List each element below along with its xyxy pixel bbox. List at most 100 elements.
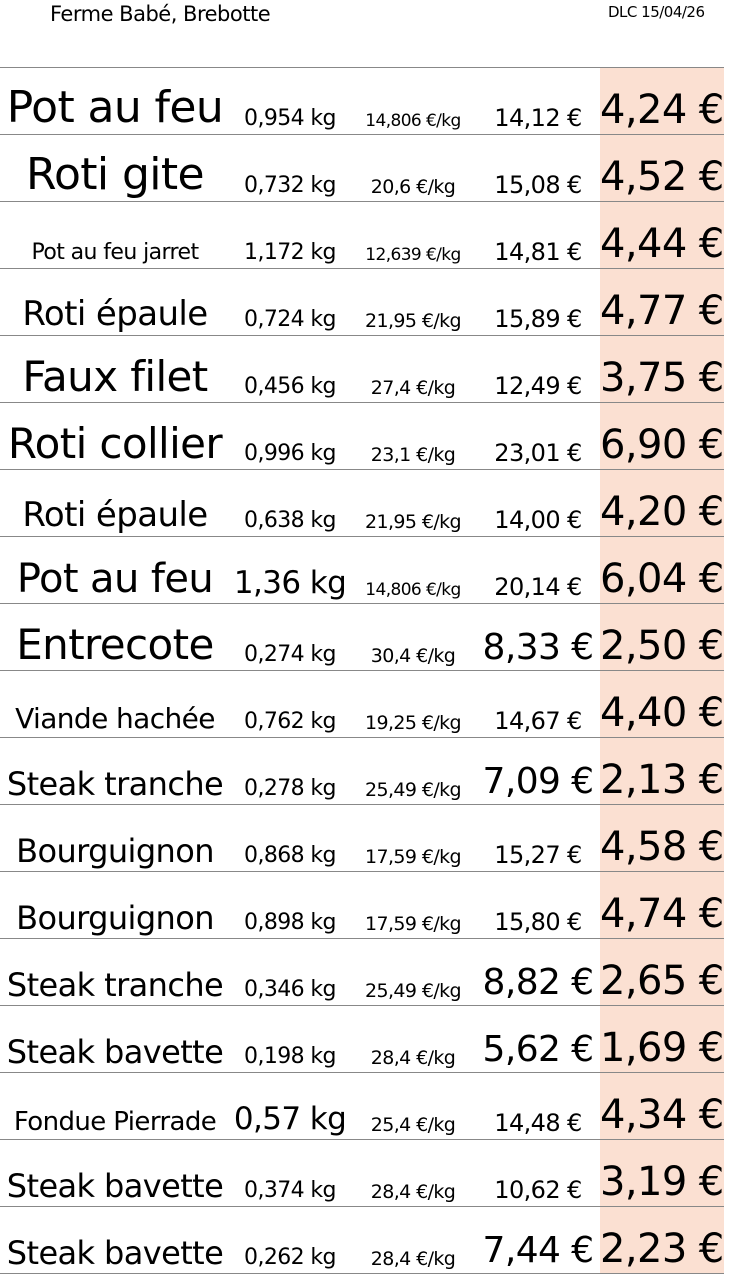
final-price: 4,20 € xyxy=(600,489,724,535)
final-price: 4,74 € xyxy=(600,891,724,937)
weight: 0,638 kg xyxy=(244,508,336,533)
weight: 0,762 kg xyxy=(244,709,336,734)
final-price: 4,34 € xyxy=(600,1092,724,1138)
weight: 1,172 kg xyxy=(244,240,336,265)
weight: 0,346 kg xyxy=(244,977,336,1002)
product-name: Pot au feu jarret xyxy=(31,240,200,265)
total-price: 7,09 € xyxy=(482,761,595,802)
weight: 0,57 kg xyxy=(233,1101,347,1137)
weight: 0,868 kg xyxy=(244,843,336,868)
table-row: Steak tranche 0,278 kg 25,49 €/kg 7,09 €2,1… xyxy=(0,738,724,805)
product-table: Pot au feu 0,954 kg 14,806 €/kg 14,12 € 4,24… xyxy=(0,67,724,1274)
final-price: 3,75 € xyxy=(600,355,724,401)
price-per-kg: 21,95 €/kg xyxy=(365,310,462,332)
final-price: 4,40 € xyxy=(600,690,724,736)
final-price: 4,58 € xyxy=(600,824,724,870)
product-name: Bourguignon xyxy=(16,899,214,937)
price-per-kg: 30,4 €/kg xyxy=(370,645,456,667)
product-name: Pot au feu xyxy=(16,556,214,602)
total-price: 14,00 € xyxy=(494,506,582,534)
total-price: 14,81 € xyxy=(494,238,582,266)
final-price: 6,90 € xyxy=(600,422,724,468)
table-row: Faux filet 0,456 kg 27,4 €/kg 12,49 € 3,75 € xyxy=(0,336,724,403)
total-price: 5,62 € xyxy=(482,1029,595,1070)
table-row: Steak tranche 0,346 kg 25,49 €/kg 8,82 €2,6… xyxy=(0,939,724,1006)
price-per-kg: 20,6 €/kg xyxy=(370,176,456,198)
price-per-kg: 25,4 €/kg xyxy=(370,1114,456,1136)
table-row: Bourguignon 0,898 kg 17,59 €/kg 15,80 € 4,74… xyxy=(0,872,724,939)
final-price: 1,69 € xyxy=(600,1025,724,1071)
total-price: 7,44 € xyxy=(482,1230,595,1271)
weight: 0,898 kg xyxy=(244,910,336,935)
product-name: Faux filet xyxy=(22,352,208,401)
price-per-kg: 12,639 €/kg xyxy=(365,245,461,265)
table-row: Roti épaule 0,724 kg 21,95 €/kg 15,89 € 4,77… xyxy=(0,269,724,336)
total-price: 8,82 € xyxy=(482,962,595,1003)
price-per-kg: 17,59 €/kg xyxy=(365,913,462,935)
product-name: Roti épaule xyxy=(22,294,208,334)
product-name: Viande hachée xyxy=(15,702,215,735)
total-price: 14,67 € xyxy=(494,707,582,735)
product-name: Steak tranche xyxy=(6,765,224,803)
total-price: 15,27 € xyxy=(494,841,582,869)
total-price: 12,49 € xyxy=(494,372,582,400)
final-price: 4,52 € xyxy=(600,154,724,200)
product-name: Pot au feu xyxy=(6,82,224,133)
table-row: Steak bavette 0,262 kg 28,4 €/kg 7,44 €2,23… xyxy=(0,1207,724,1274)
price-per-kg: 21,95 €/kg xyxy=(365,511,462,533)
table-row: Roti gite 0,732 kg 20,6 €/kg 15,08 € 4,52 € xyxy=(0,135,724,202)
price-per-kg: 28,4 €/kg xyxy=(370,1047,456,1069)
final-price: 2,13 € xyxy=(600,757,724,803)
product-name: Steak bavette xyxy=(6,1167,224,1205)
final-price: 4,24 € xyxy=(600,87,724,133)
weight: 0,996 kg xyxy=(244,441,336,466)
product-name: Steak bavette xyxy=(6,1234,224,1272)
table-row: Steak bavette 0,198 kg 28,4 €/kg 5,62 €1,69… xyxy=(0,1006,724,1073)
final-price: 6,04 € xyxy=(600,556,724,602)
total-price: 14,12 € xyxy=(494,104,582,132)
table-row: Entrecote 0,274 kg 30,4 €/kg 8,33 €2,50 € xyxy=(0,604,724,671)
table-row: Bourguignon 0,868 kg 17,59 €/kg 15,27 € 4,58… xyxy=(0,805,724,872)
table-row: Pot au feu jarret 1,172 kg 12,639 €/kg 14,8… xyxy=(0,202,724,269)
product-name: Roti épaule xyxy=(22,495,208,535)
table-row: Pot au feu 0,954 kg 14,806 €/kg 14,12 € 4,24… xyxy=(0,68,724,135)
price-per-kg: 14,806 €/kg xyxy=(365,580,461,600)
price-per-kg: 19,25 €/kg xyxy=(365,712,462,734)
product-name: Steak bavette xyxy=(6,1033,224,1071)
final-price: 2,23 € xyxy=(600,1226,724,1272)
final-price: 2,65 € xyxy=(600,958,724,1004)
final-price: 2,50 € xyxy=(600,623,724,669)
weight: 0,456 kg xyxy=(244,374,336,399)
final-price: 4,44 € xyxy=(600,221,724,267)
weight: 0,262 kg xyxy=(244,1245,336,1270)
total-price: 15,80 € xyxy=(494,908,582,936)
weight: 1,36 kg xyxy=(233,565,347,601)
farm-name: Ferme Babé, Brebotte xyxy=(50,2,271,26)
price-per-kg: 25,49 €/kg xyxy=(365,779,462,801)
price-per-kg: 17,59 €/kg xyxy=(365,846,462,868)
product-name: Roti gite xyxy=(25,149,205,200)
final-price: 3,19 € xyxy=(600,1159,724,1205)
price-per-kg: 25,49 €/kg xyxy=(365,980,462,1002)
price-per-kg: 23,1 €/kg xyxy=(370,444,456,466)
total-price: 14,48 € xyxy=(494,1109,582,1137)
product-name: Bourguignon xyxy=(16,832,214,870)
total-price: 15,89 € xyxy=(494,305,582,333)
total-price: 20,14 € xyxy=(494,573,582,601)
product-name: Steak tranche xyxy=(6,966,224,1004)
total-price: 10,62 € xyxy=(494,1176,582,1204)
table-row: Roti épaule 0,638 kg 21,95 €/kg 14,00 € 4,20… xyxy=(0,470,724,537)
table-row: Viande hachée 0,762 kg 19,25 €/kg 14,67 € 4,… xyxy=(0,671,724,738)
price-per-kg: 28,4 €/kg xyxy=(370,1248,456,1270)
weight: 0,198 kg xyxy=(244,1044,336,1069)
product-name: Entrecote xyxy=(16,620,214,669)
table-row: Pot au feu 1,36 kg 14,806 €/kg 20,14 € 6,04 … xyxy=(0,537,724,604)
weight: 0,374 kg xyxy=(244,1178,336,1203)
weight: 0,278 kg xyxy=(244,776,336,801)
price-per-kg: 28,4 €/kg xyxy=(370,1181,456,1203)
weight: 0,732 kg xyxy=(244,173,336,198)
final-price: 4,77 € xyxy=(600,288,724,334)
table-row: Steak bavette 0,374 kg 28,4 €/kg 10,62 € 3,1… xyxy=(0,1140,724,1207)
weight: 0,724 kg xyxy=(244,307,336,332)
table-row: Roti collier 0,996 kg 23,1 €/kg 23,01 € 6,90… xyxy=(0,403,724,470)
